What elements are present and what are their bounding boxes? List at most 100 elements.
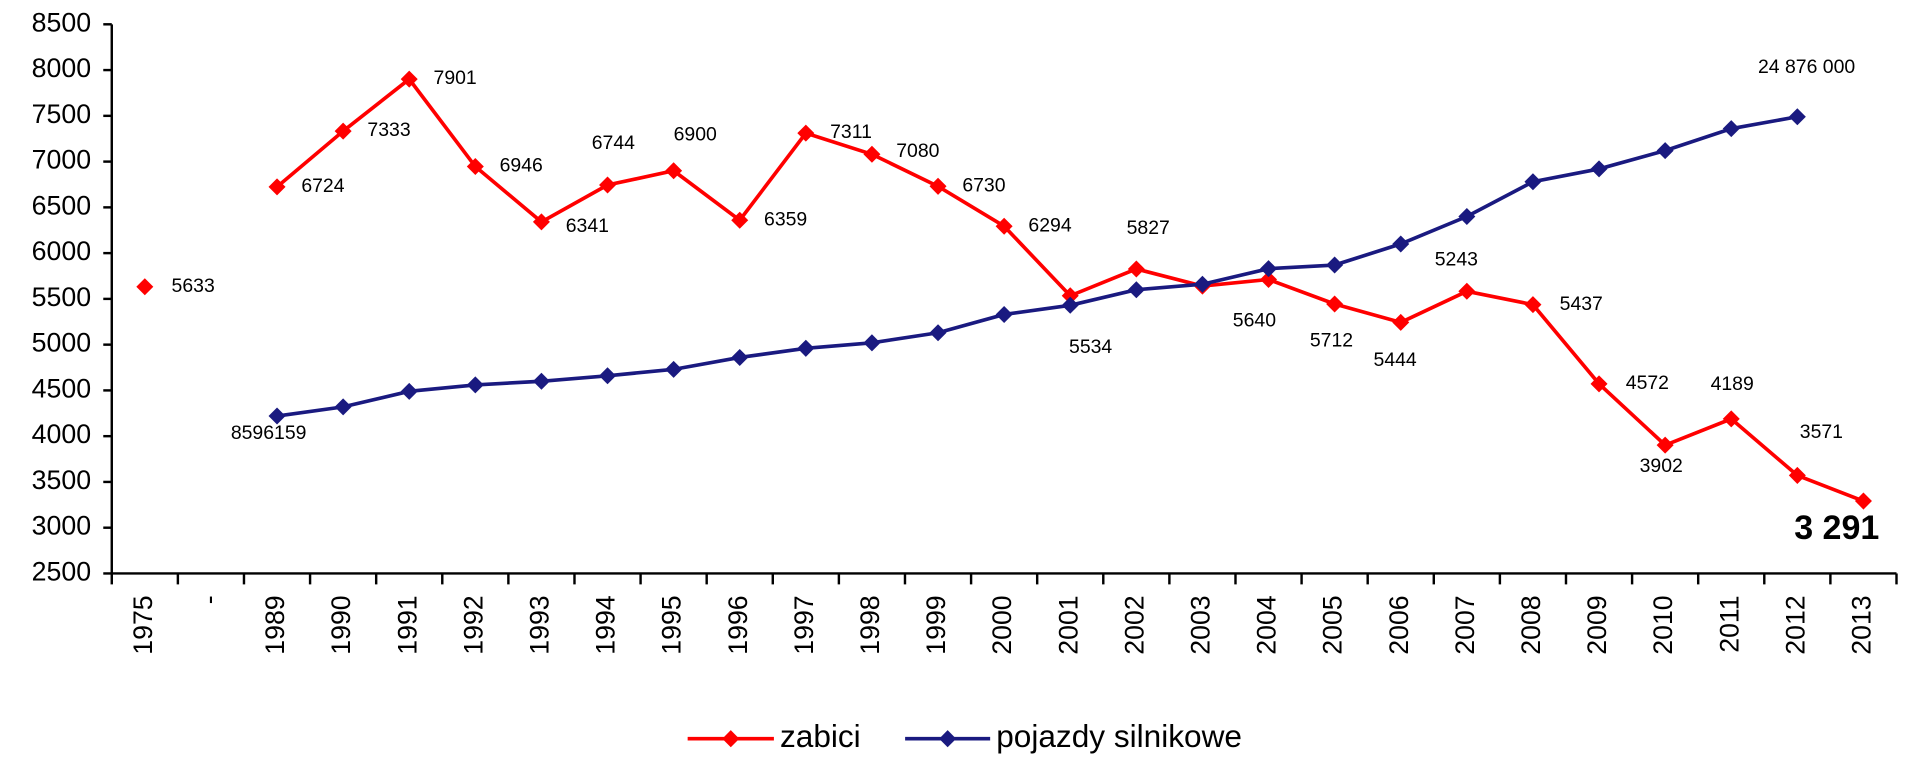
legend-label: pojazdy silnikowe — [996, 718, 1242, 754]
y-tick-label: 6500 — [32, 190, 91, 220]
y-tick-label: 8500 — [32, 7, 91, 37]
x-tick-label: 2008 — [1516, 595, 1546, 654]
point — [1524, 173, 1542, 191]
x-tick-label: 1995 — [657, 595, 687, 654]
point — [929, 177, 947, 195]
y-tick-label: 3000 — [32, 511, 91, 541]
point — [400, 382, 418, 400]
data-label: 5243 — [1435, 249, 1478, 271]
point — [1326, 256, 1344, 274]
point — [136, 278, 154, 296]
point — [1260, 270, 1278, 288]
point — [1458, 208, 1476, 226]
data-label: 5444 — [1374, 349, 1417, 371]
x-tick-label: 1999 — [921, 595, 951, 654]
point — [466, 376, 484, 394]
x-tick-label: 2012 — [1780, 595, 1810, 654]
y-tick-label: 3500 — [32, 465, 91, 495]
x-tick-label: 1993 — [524, 595, 554, 654]
y-tick-label: 5000 — [32, 328, 91, 358]
x-tick-label: 1994 — [591, 595, 621, 655]
point — [599, 367, 617, 385]
data-label: 6724 — [301, 175, 344, 197]
point — [1127, 260, 1145, 278]
data-label: 7311 — [830, 121, 872, 143]
data-label: 3571 — [1800, 421, 1843, 443]
data-label: 7333 — [367, 119, 410, 141]
point — [1326, 295, 1344, 313]
point — [1722, 410, 1740, 428]
y-tick-label: 7000 — [32, 145, 91, 175]
point — [400, 70, 418, 88]
data-label: 4189 — [1711, 373, 1754, 395]
point — [334, 122, 352, 140]
point — [1127, 281, 1145, 299]
data-label: 5640 — [1233, 309, 1276, 331]
x-tick-label: 2001 — [1053, 595, 1083, 654]
data-label: 3902 — [1640, 455, 1683, 477]
point — [599, 176, 617, 194]
annotation: 8596159 — [231, 422, 307, 444]
series-line — [276, 114, 1798, 418]
point — [995, 217, 1013, 235]
data-label: 4572 — [1626, 372, 1669, 394]
data-label: 5712 — [1310, 330, 1353, 352]
y-tick-label: 4500 — [32, 373, 91, 403]
legend-label: zabici — [780, 718, 861, 754]
y-tick-label: 2500 — [32, 557, 91, 587]
x-tick-label: 1991 — [392, 595, 422, 654]
data-label: 5437 — [1560, 293, 1603, 315]
point — [1590, 160, 1608, 178]
point — [929, 324, 947, 342]
data-label: 7080 — [896, 140, 939, 162]
legend-marker — [722, 730, 740, 748]
point — [1193, 275, 1211, 293]
point — [1061, 296, 1079, 314]
x-tick-label: 2010 — [1648, 595, 1678, 654]
point — [1392, 235, 1410, 253]
data-label: 6946 — [500, 155, 543, 177]
x-tick-label: 2003 — [1185, 595, 1215, 654]
x-tick-label: 1998 — [855, 595, 885, 654]
legend-marker — [939, 730, 957, 748]
x-tick-label: 2004 — [1252, 595, 1282, 655]
point — [1590, 375, 1608, 393]
annotation: 24 876 000 — [1758, 56, 1855, 78]
point — [334, 398, 352, 416]
data-label: 3 291 — [1794, 509, 1879, 547]
x-tick-label: 2000 — [987, 595, 1017, 654]
y-tick-label: 5500 — [32, 282, 91, 312]
x-tick-label: 1975 — [128, 595, 158, 654]
x-tick-label: 2011 — [1714, 595, 1744, 652]
data-label: 6744 — [592, 132, 635, 154]
y-tick-label: 8000 — [32, 53, 91, 83]
data-label: 5633 — [172, 275, 215, 297]
y-tick-label: 7500 — [32, 99, 91, 129]
point — [1458, 282, 1476, 300]
y-tick-label: 4000 — [32, 419, 91, 449]
y-tick-label: 6000 — [32, 236, 91, 266]
data-label: 5534 — [1069, 336, 1112, 358]
point — [1854, 492, 1872, 510]
point — [863, 334, 881, 352]
data-label: 6359 — [764, 208, 807, 230]
point — [268, 178, 286, 196]
x-tick-label: 1989 — [260, 595, 290, 654]
data-label: 6341 — [566, 215, 609, 237]
point — [532, 372, 550, 390]
x-tick-label: 2007 — [1450, 595, 1480, 654]
x-tick-label: 1992 — [458, 595, 488, 654]
x-tick-label: 2013 — [1847, 595, 1877, 654]
x-tick-label: 2005 — [1318, 595, 1348, 654]
x-tick-label: - — [194, 595, 224, 604]
point — [1260, 260, 1278, 278]
point — [995, 305, 1013, 323]
point — [665, 360, 683, 378]
data-label: 5827 — [1127, 217, 1170, 239]
x-tick-label: 1990 — [326, 595, 356, 654]
point — [268, 407, 286, 425]
x-tick-label: 1996 — [723, 595, 753, 654]
data-label: 6294 — [1028, 214, 1071, 236]
point — [797, 339, 815, 357]
